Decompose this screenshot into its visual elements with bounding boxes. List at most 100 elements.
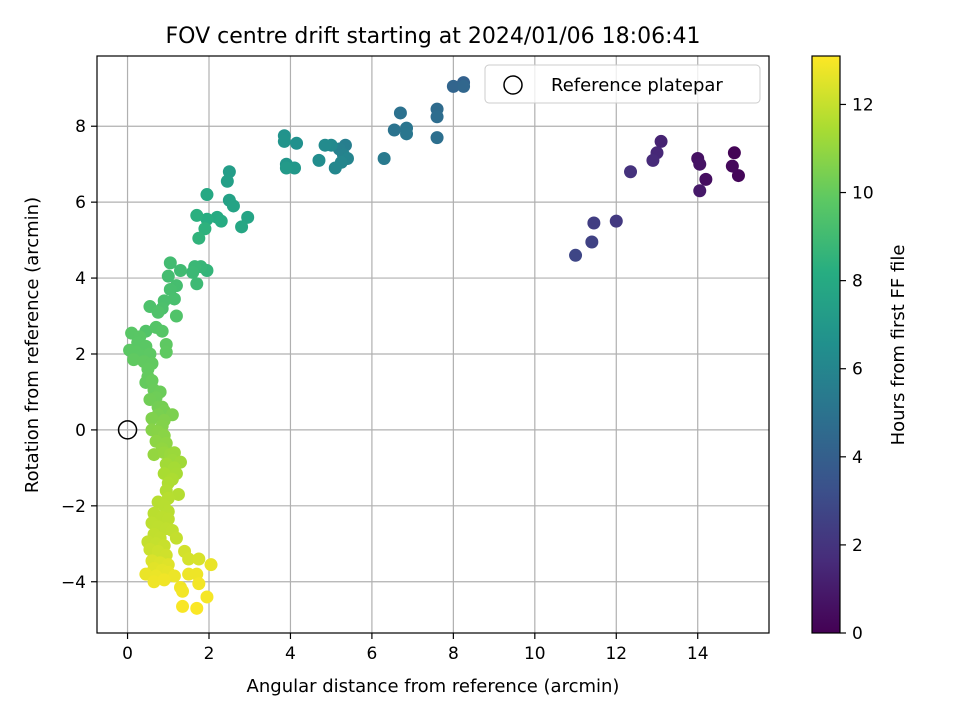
data-point: [235, 220, 249, 234]
data-point: [192, 231, 206, 245]
colorbar-label: Hours from first FF file: [888, 245, 909, 446]
data-point: [167, 292, 181, 306]
data-point: [200, 188, 214, 202]
x-tick-label: 0: [122, 644, 133, 664]
data-point: [163, 256, 177, 270]
data-point: [318, 138, 332, 152]
data-point: [159, 345, 173, 359]
chart-title: FOV centre drift starting at 2024/01/06 …: [166, 24, 701, 49]
data-point: [328, 161, 342, 175]
data-point: [312, 153, 326, 167]
y-tick-label: −4: [61, 573, 86, 593]
data-point: [145, 412, 159, 426]
y-tick-label: −2: [61, 497, 86, 517]
colorbar-gradient: [811, 55, 841, 634]
data-point: [693, 157, 707, 171]
data-point: [279, 161, 293, 175]
data-point: [127, 353, 141, 367]
data-point: [186, 265, 200, 279]
data-point: [155, 324, 169, 338]
data-point: [585, 235, 599, 249]
data-point: [157, 573, 171, 587]
legend-box: [484, 64, 761, 104]
data-point: [226, 199, 240, 213]
data-point: [446, 79, 460, 93]
y-axis-ticks: −4 −2 0 2 4 6 8: [61, 117, 97, 593]
legend-entry-reference: Reference platepar: [551, 75, 723, 96]
colorbar: 0 2 4 6 8 10 12 Hours from first FF file: [811, 55, 909, 644]
colorbar-tick-label: 8: [852, 272, 863, 292]
reference-platepar-marker: [117, 420, 138, 440]
y-axis-label: Rotation from reference (arcmin): [22, 197, 43, 493]
data-point: [147, 575, 161, 589]
data-point: [214, 214, 228, 228]
y-tick-label: 2: [75, 345, 86, 365]
colorbar-ticks: 0 2 4 6 8 10 12: [840, 95, 874, 644]
data-point: [198, 222, 212, 236]
data-point: [169, 531, 183, 545]
data-point: [587, 216, 601, 230]
data-point: [377, 151, 391, 165]
x-tick-label: 8: [448, 644, 459, 664]
data-point: [277, 134, 291, 148]
data-point: [569, 248, 583, 262]
data-point: [176, 584, 190, 598]
colorbar-tick-label: 6: [852, 360, 863, 380]
x-tick-label: 2: [204, 644, 215, 664]
scatter-points: [123, 76, 745, 615]
y-tick-label: 0: [75, 421, 86, 441]
data-point: [151, 305, 165, 319]
data-point: [430, 131, 444, 145]
data-point: [190, 277, 204, 291]
x-tick-label: 6: [366, 644, 377, 664]
x-tick-label: 4: [285, 644, 296, 664]
data-point: [290, 136, 304, 150]
legend-reference-marker: [503, 75, 523, 95]
data-point: [693, 184, 707, 198]
data-point: [387, 123, 401, 137]
y-tick-label: 4: [75, 269, 86, 289]
data-point: [654, 134, 668, 148]
colorbar-tick-label: 12: [852, 95, 874, 115]
data-point: [400, 127, 414, 141]
data-point: [609, 214, 623, 228]
x-axis-label: Angular distance from reference (arcmin): [247, 676, 620, 697]
data-point: [646, 153, 660, 167]
data-point: [430, 110, 444, 124]
data-point: [167, 569, 181, 583]
x-tick-label: 14: [687, 644, 709, 664]
data-point: [393, 106, 407, 120]
data-point: [725, 159, 739, 173]
x-tick-label: 12: [605, 644, 627, 664]
data-point: [139, 567, 153, 581]
data-point: [173, 263, 187, 277]
y-tick-label: 6: [75, 193, 86, 213]
data-point: [220, 174, 234, 188]
legend: Reference platepar: [484, 64, 761, 104]
data-point: [192, 577, 206, 591]
data-point: [190, 601, 204, 615]
data-point: [204, 558, 218, 572]
data-point: [624, 165, 638, 179]
data-point: [147, 448, 161, 462]
data-point: [169, 309, 183, 323]
x-tick-label: 10: [524, 644, 546, 664]
data-point: [699, 172, 713, 186]
colorbar-tick-label: 10: [852, 184, 874, 204]
colorbar-tick-label: 2: [852, 536, 863, 556]
data-point: [182, 552, 196, 566]
data-point: [200, 590, 214, 604]
data-point: [731, 169, 745, 183]
data-point: [727, 146, 741, 160]
data-point: [161, 269, 175, 283]
data-point: [171, 487, 185, 501]
colorbar-tick-label: 0: [852, 624, 863, 644]
y-tick-label: 8: [75, 117, 86, 137]
data-point: [457, 79, 471, 93]
data-point: [190, 208, 204, 222]
data-point: [143, 393, 157, 407]
data-point: [192, 552, 206, 566]
colorbar-tick-label: 4: [852, 448, 863, 468]
x-axis-ticks: 0 2 4 6 8 10 12 14: [122, 633, 709, 664]
